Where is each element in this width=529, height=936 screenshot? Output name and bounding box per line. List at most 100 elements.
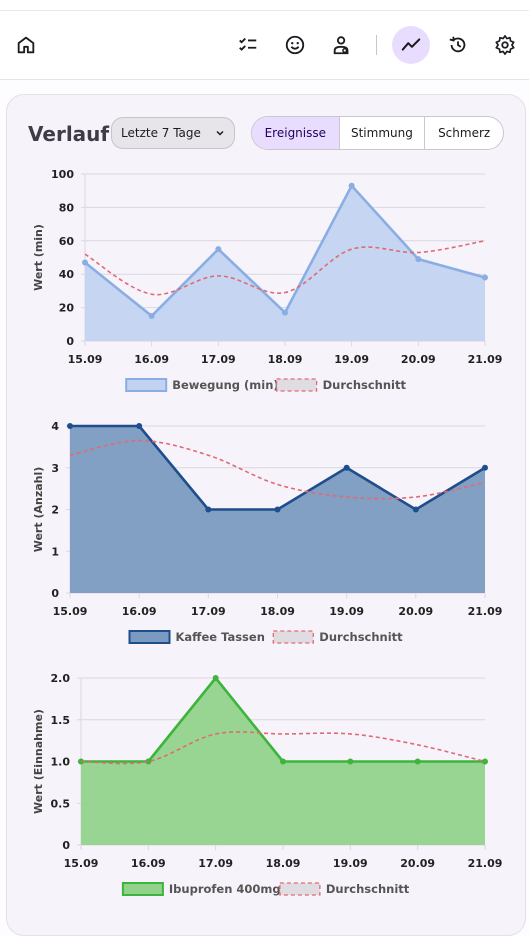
y-axis-label: Wert (Anzahl) [32, 467, 45, 553]
x-tick-label: 17.09 [201, 353, 236, 366]
data-point [205, 506, 212, 513]
x-tick-label: 16.09 [131, 857, 166, 870]
y-tick-label: 60 [59, 235, 75, 248]
y-axis-label: Wert (Einnahme) [32, 709, 45, 814]
data-point [67, 423, 73, 429]
data-point [145, 758, 152, 765]
x-tick-label: 18.09 [260, 605, 295, 618]
x-tick-label: 18.09 [266, 857, 301, 870]
data-point [415, 256, 422, 263]
range-select-value: Letzte 7 Tage [121, 126, 201, 140]
data-point [347, 758, 354, 765]
legend-swatch [121, 882, 164, 896]
y-tick-label: 1 [51, 545, 59, 558]
y-tick-label: 2.0 [51, 672, 71, 685]
legend-label: Durchschnitt [319, 630, 403, 644]
x-tick-label: 20.09 [401, 353, 436, 366]
legend: Kaffee Tassen Durchschnitt [128, 630, 403, 644]
chart-1: 0 1 2 3 4 15.09 16.09 17.09 18.09 19.09 20.09 21.09… [32, 420, 502, 644]
top-nav-bar [0, 11, 529, 80]
x-tick-label: 21.09 [468, 857, 503, 870]
data-point [482, 464, 488, 471]
average-line [84, 240, 486, 296]
y-tick-label: 100 [51, 168, 74, 181]
x-tick-label: 20.09 [398, 605, 433, 618]
y-axis-label: Wert (min) [32, 224, 45, 291]
range-select[interactable]: Letzte 7 Tage [111, 117, 235, 149]
home-icon [17, 36, 35, 54]
series-area [85, 185, 485, 341]
legend-label: Kaffee Tassen [176, 630, 265, 644]
average-line [69, 439, 486, 500]
mood-button[interactable] [276, 26, 314, 64]
legend-label: Durchschnitt [326, 882, 410, 896]
trend-icon [401, 38, 421, 51]
tab-ereignisse[interactable]: Ereignisse [252, 117, 339, 149]
x-tick-label: 21.09 [468, 353, 503, 366]
data-point [82, 259, 88, 266]
x-tick-label: 19.09 [334, 353, 369, 366]
x-tick-label: 18.09 [268, 353, 303, 366]
x-tick-label: 15.09 [68, 353, 103, 366]
user-settings-icon [333, 36, 349, 55]
profile-button[interactable] [323, 26, 361, 64]
legend-swatch [272, 630, 314, 644]
y-tick-label: 4 [51, 420, 59, 433]
average-line [80, 731, 486, 765]
y-tick-label: 80 [59, 201, 75, 214]
chart-0: 0 20 40 60 80 100 15.09 16.09 17.09 18.09 19.09 20.… [32, 168, 502, 392]
x-tick-label: 17.09 [198, 857, 233, 870]
data-point [414, 758, 421, 765]
x-tick-label: 15.09 [53, 605, 88, 618]
checklist-icon [239, 37, 257, 51]
data-point [148, 312, 155, 319]
x-tick-label: 19.09 [333, 857, 368, 870]
data-point [274, 506, 281, 513]
data-point [482, 274, 488, 281]
card-title: Verlauf [28, 122, 110, 146]
chevron-down-icon [216, 130, 224, 136]
history-button[interactable] [439, 26, 477, 64]
legend-swatch [128, 630, 171, 644]
data-point [282, 309, 288, 316]
chart-2: 0 0.5 1.0 1.5 2.0 15.09 16.09 17.09 18.09 19.09 20… [32, 672, 502, 896]
tasks-button[interactable] [229, 26, 267, 64]
home-button[interactable] [7, 26, 45, 64]
legend-swatch [279, 882, 321, 896]
data-point [136, 423, 143, 429]
legend-swatch [275, 378, 318, 392]
gear-icon [495, 35, 515, 55]
history-icon [449, 36, 466, 53]
x-tick-label: 16.09 [122, 605, 157, 618]
x-tick-label: 17.09 [191, 605, 226, 618]
y-tick-label: 1.5 [51, 714, 71, 727]
y-tick-label: 0 [51, 587, 59, 600]
top-strip [0, 0, 529, 11]
trend-button[interactable] [392, 26, 430, 64]
data-point [412, 506, 419, 513]
tab-stimmung[interactable]: Stimmung [338, 117, 425, 149]
legend: Bewegung (min) Durchschnitt [125, 378, 407, 392]
tab-schmerz[interactable]: Schmerz [424, 117, 503, 149]
y-tick-label: 0 [62, 839, 70, 852]
legend: Ibuprofen 400mg Durchschnitt [121, 882, 410, 896]
x-tick-label: 21.09 [468, 605, 503, 618]
data-point [343, 464, 350, 471]
legend-label: Durchschnitt [323, 378, 407, 392]
smiley-icon [285, 35, 305, 55]
y-tick-label: 0.5 [51, 797, 71, 810]
y-tick-label: 1.0 [51, 756, 71, 769]
data-point [215, 246, 222, 253]
y-tick-label: 0 [66, 335, 74, 348]
data-point [212, 675, 219, 681]
x-tick-label: 20.09 [400, 857, 435, 870]
settings-button[interactable] [486, 26, 524, 64]
x-tick-label: 16.09 [134, 353, 169, 366]
nav-divider [376, 35, 377, 55]
legend-label: Bewegung (min) [172, 378, 278, 392]
legend-swatch [125, 378, 168, 392]
y-tick-label: 20 [59, 302, 75, 315]
x-tick-label: 15.09 [64, 857, 99, 870]
y-tick-label: 40 [59, 268, 75, 281]
